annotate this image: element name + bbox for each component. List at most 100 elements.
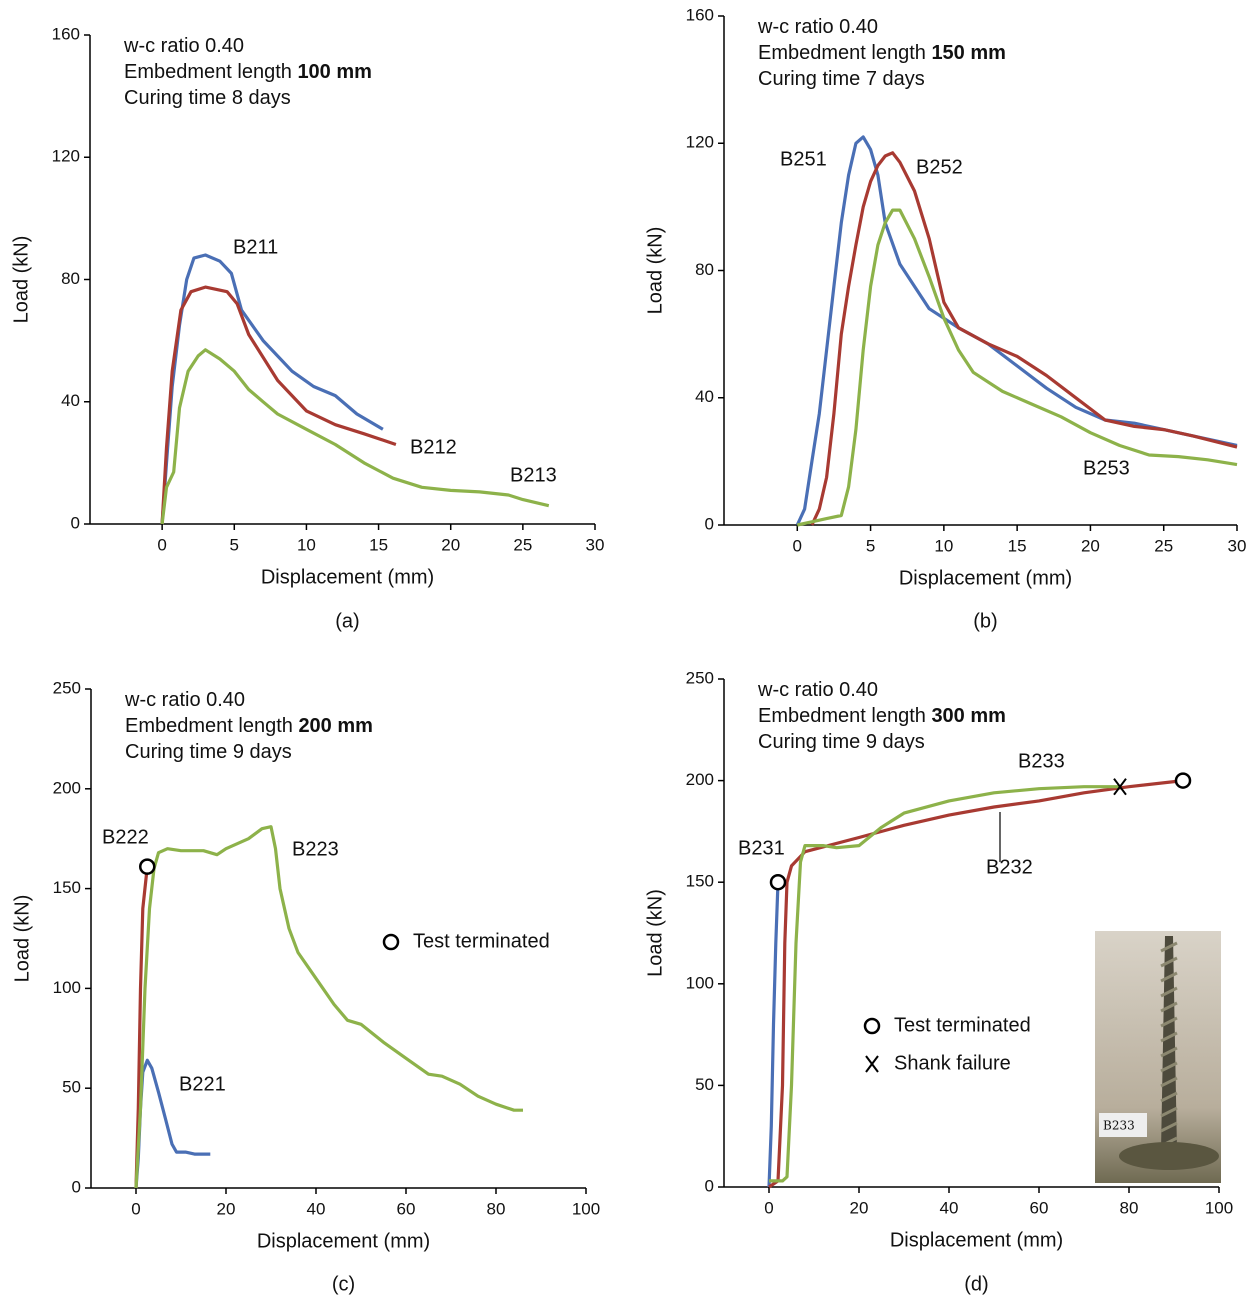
y-tick-label: 100 xyxy=(53,978,81,997)
annotation-text: Curing time 8 days xyxy=(124,87,291,109)
series-label: B222 xyxy=(102,826,149,848)
photo-base xyxy=(1119,1142,1219,1170)
photo-tag xyxy=(1099,1113,1147,1137)
x-tick-label: 20 xyxy=(217,1199,236,1218)
annotation-text: w-c ratio 0.40 xyxy=(123,35,244,57)
x-axis-title: Displacement (mm) xyxy=(261,566,434,588)
y-axis-title: Load (kN) xyxy=(644,227,666,315)
photo-rib xyxy=(1160,1016,1178,1028)
y-tick-label: 200 xyxy=(686,770,714,789)
series-line xyxy=(795,135,1238,526)
series-line xyxy=(768,779,1184,1189)
x-tick-label: 5 xyxy=(230,535,239,554)
panel-caption: (d) xyxy=(964,1273,988,1295)
legend-label: Test terminated xyxy=(413,930,550,952)
x-tick-label: 15 xyxy=(1008,536,1027,555)
y-tick-label: 40 xyxy=(695,387,714,406)
x-tick-label: 0 xyxy=(764,1198,773,1217)
cross-stroke xyxy=(1113,778,1127,796)
panel: 0 40 80 120 160 0 5 10 15 20 25 30 Displacement (mm)… xyxy=(644,5,1246,632)
panel-caption: (b) xyxy=(973,610,997,632)
annotation: Embedment length 100 mm xyxy=(124,61,372,83)
x-tick-label: 100 xyxy=(1205,1198,1233,1217)
annotation-bold: 200 mm xyxy=(298,715,373,737)
photo-rib xyxy=(1160,1031,1178,1043)
photo-rib xyxy=(1160,1046,1178,1058)
series-label: B252 xyxy=(916,156,963,178)
y-tick-label: 160 xyxy=(52,24,80,43)
y-axis-title: Load (kN) xyxy=(10,236,32,324)
annotation-text: Embedment length xyxy=(758,705,931,727)
series-line xyxy=(767,882,780,1188)
inset-label: B233 xyxy=(1103,1119,1135,1133)
y-tick-label: 120 xyxy=(686,133,714,152)
y-axis-title: Load (kN) xyxy=(644,889,666,977)
inset-photo xyxy=(1095,931,1221,1183)
x-tick-label: 10 xyxy=(934,536,953,555)
test-terminated-marker xyxy=(139,858,156,875)
x-tick-label: 10 xyxy=(297,535,316,554)
x-axis-title: Displacement (mm) xyxy=(890,1229,1063,1251)
test-terminated-marker xyxy=(769,873,787,891)
series-line xyxy=(160,253,384,525)
annotation-text: Embedment length xyxy=(124,61,297,83)
panel-caption: (c) xyxy=(332,1273,355,1295)
x-tick-label: 30 xyxy=(1228,536,1247,555)
annotation: Curing time 8 days xyxy=(124,87,291,109)
annotation: Embedment length 200 mm xyxy=(125,715,373,737)
legend-label: Shank failure xyxy=(894,1052,1011,1074)
y-tick-label: 0 xyxy=(705,514,714,533)
series-label: B231 xyxy=(738,837,785,859)
annotation: w-c ratio 0.40 xyxy=(123,35,244,57)
x-axis-title: Displacement (mm) xyxy=(257,1230,430,1252)
legend-symbol xyxy=(865,1055,879,1073)
series-line xyxy=(160,285,397,525)
x-tick-label: 20 xyxy=(850,1198,869,1217)
legend-label: Test terminated xyxy=(894,1014,1031,1036)
photo-rib xyxy=(1160,941,1178,953)
cross-stroke xyxy=(865,1055,879,1073)
x-tick-label: 40 xyxy=(307,1199,326,1218)
annotation: Embedment length 150 mm xyxy=(758,42,1006,64)
series-line xyxy=(796,208,1238,527)
photo-rib xyxy=(1160,956,1178,968)
annotation-bold: 150 mm xyxy=(931,42,1006,64)
annotation: Curing time 9 days xyxy=(758,731,925,753)
x-tick-label: 30 xyxy=(586,535,605,554)
test-terminated-marker xyxy=(1174,772,1192,789)
annotation-text: w-c ratio 0.40 xyxy=(124,689,245,711)
y-tick-label: 0 xyxy=(72,1177,81,1196)
x-tick-label: 100 xyxy=(572,1199,600,1218)
series-line xyxy=(810,151,1238,526)
x-tick-label: 0 xyxy=(157,535,166,554)
series-label: B212 xyxy=(410,436,457,458)
photo-rib xyxy=(1160,986,1178,998)
photo-rib xyxy=(1160,1061,1178,1073)
shank-failure-marker xyxy=(1113,778,1127,796)
panel: B233 0 50 100 150 200 250 0 20 40 60 80 100 Displacem… xyxy=(644,668,1233,1295)
x-tick-label: 20 xyxy=(441,535,460,554)
series-label: B232 xyxy=(986,856,1033,878)
y-tick-label: 160 xyxy=(686,5,714,24)
y-tick-label: 120 xyxy=(52,147,80,166)
x-tick-label: 80 xyxy=(487,1199,506,1218)
x-tick-label: 40 xyxy=(940,1198,959,1217)
annotation: Curing time 7 days xyxy=(758,68,925,90)
series-label: B213 xyxy=(510,464,557,486)
panel-caption: (a) xyxy=(335,610,359,632)
annotation-text: Curing time 7 days xyxy=(758,68,925,90)
annotation-bold: 300 mm xyxy=(931,705,1006,727)
annotation-text: w-c ratio 0.40 xyxy=(757,679,878,701)
y-tick-label: 80 xyxy=(61,269,80,288)
annotation-text: w-c ratio 0.40 xyxy=(757,16,878,38)
y-tick-label: 150 xyxy=(53,878,81,897)
annotation: w-c ratio 0.40 xyxy=(757,679,878,701)
x-axis-title: Displacement (mm) xyxy=(899,567,1072,589)
annotation-text: Embedment length xyxy=(125,715,298,737)
y-axis-title: Load (kN) xyxy=(11,895,33,983)
y-tick-label: 80 xyxy=(695,260,714,279)
legend-symbol xyxy=(863,1017,881,1035)
y-tick-label: 0 xyxy=(71,513,80,532)
series-label: B251 xyxy=(780,148,827,170)
